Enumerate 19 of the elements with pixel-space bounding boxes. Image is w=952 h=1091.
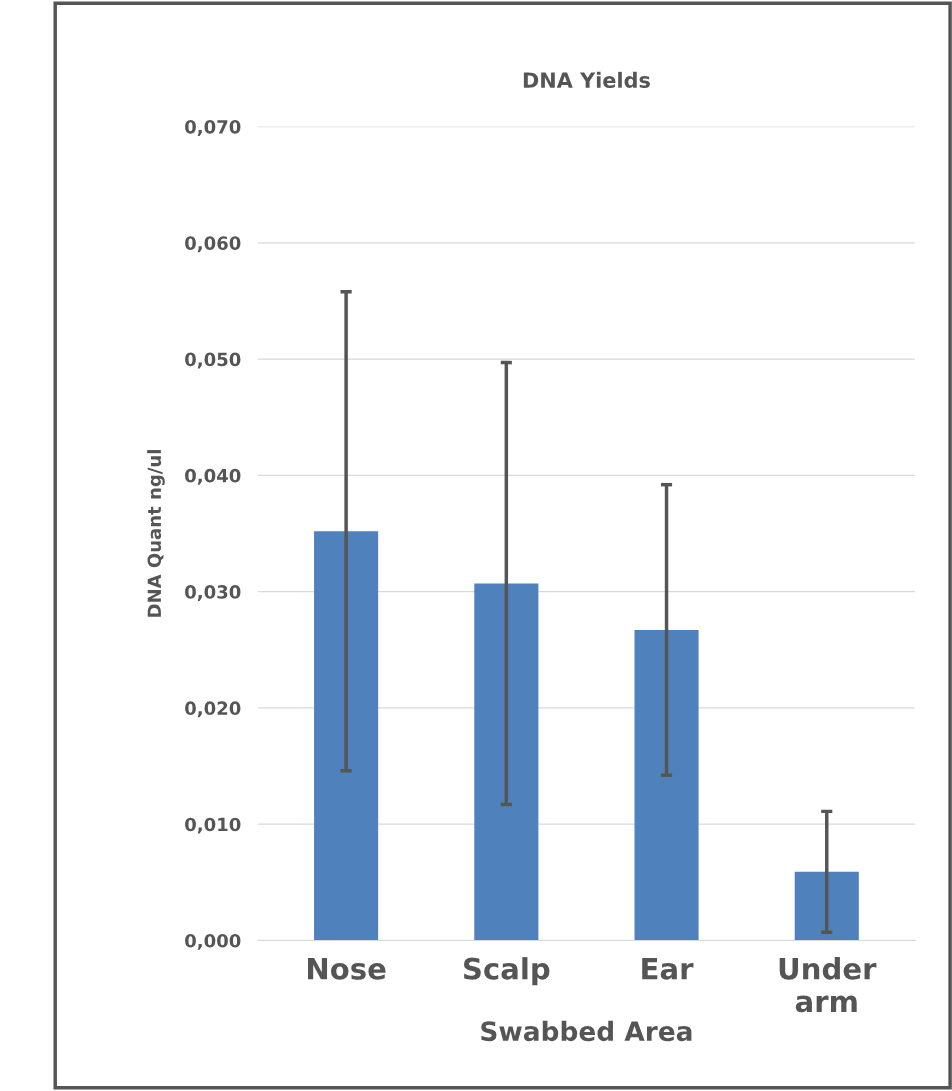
y-tick-label: 0,070 <box>185 120 241 136</box>
y-tick-label: 0,010 <box>185 817 241 834</box>
y-tick-label: 0,050 <box>185 352 241 369</box>
chart-title: DNA Yields <box>523 71 650 88</box>
bar <box>634 630 699 941</box>
x-tick-label: Scalp <box>463 957 550 986</box>
x-tick-label: Under arm <box>779 957 877 1013</box>
y-tick-label: 0,000 <box>185 933 241 950</box>
y-axis-title: DNA Quant ng/ul <box>147 450 165 617</box>
y-tick-label: 0,040 <box>185 468 241 485</box>
x-tick-label: Nose <box>308 958 386 980</box>
y-tick-label: 0,060 <box>185 236 241 253</box>
bar <box>474 583 539 941</box>
bar <box>314 531 379 941</box>
x-axis-title: Swabbed Area <box>481 1020 692 1042</box>
bar <box>794 871 859 941</box>
x-tick-label: Ear <box>642 958 694 980</box>
y-tick-label: 0,020 <box>185 701 241 718</box>
y-tick-label: 0,030 <box>185 585 241 602</box>
